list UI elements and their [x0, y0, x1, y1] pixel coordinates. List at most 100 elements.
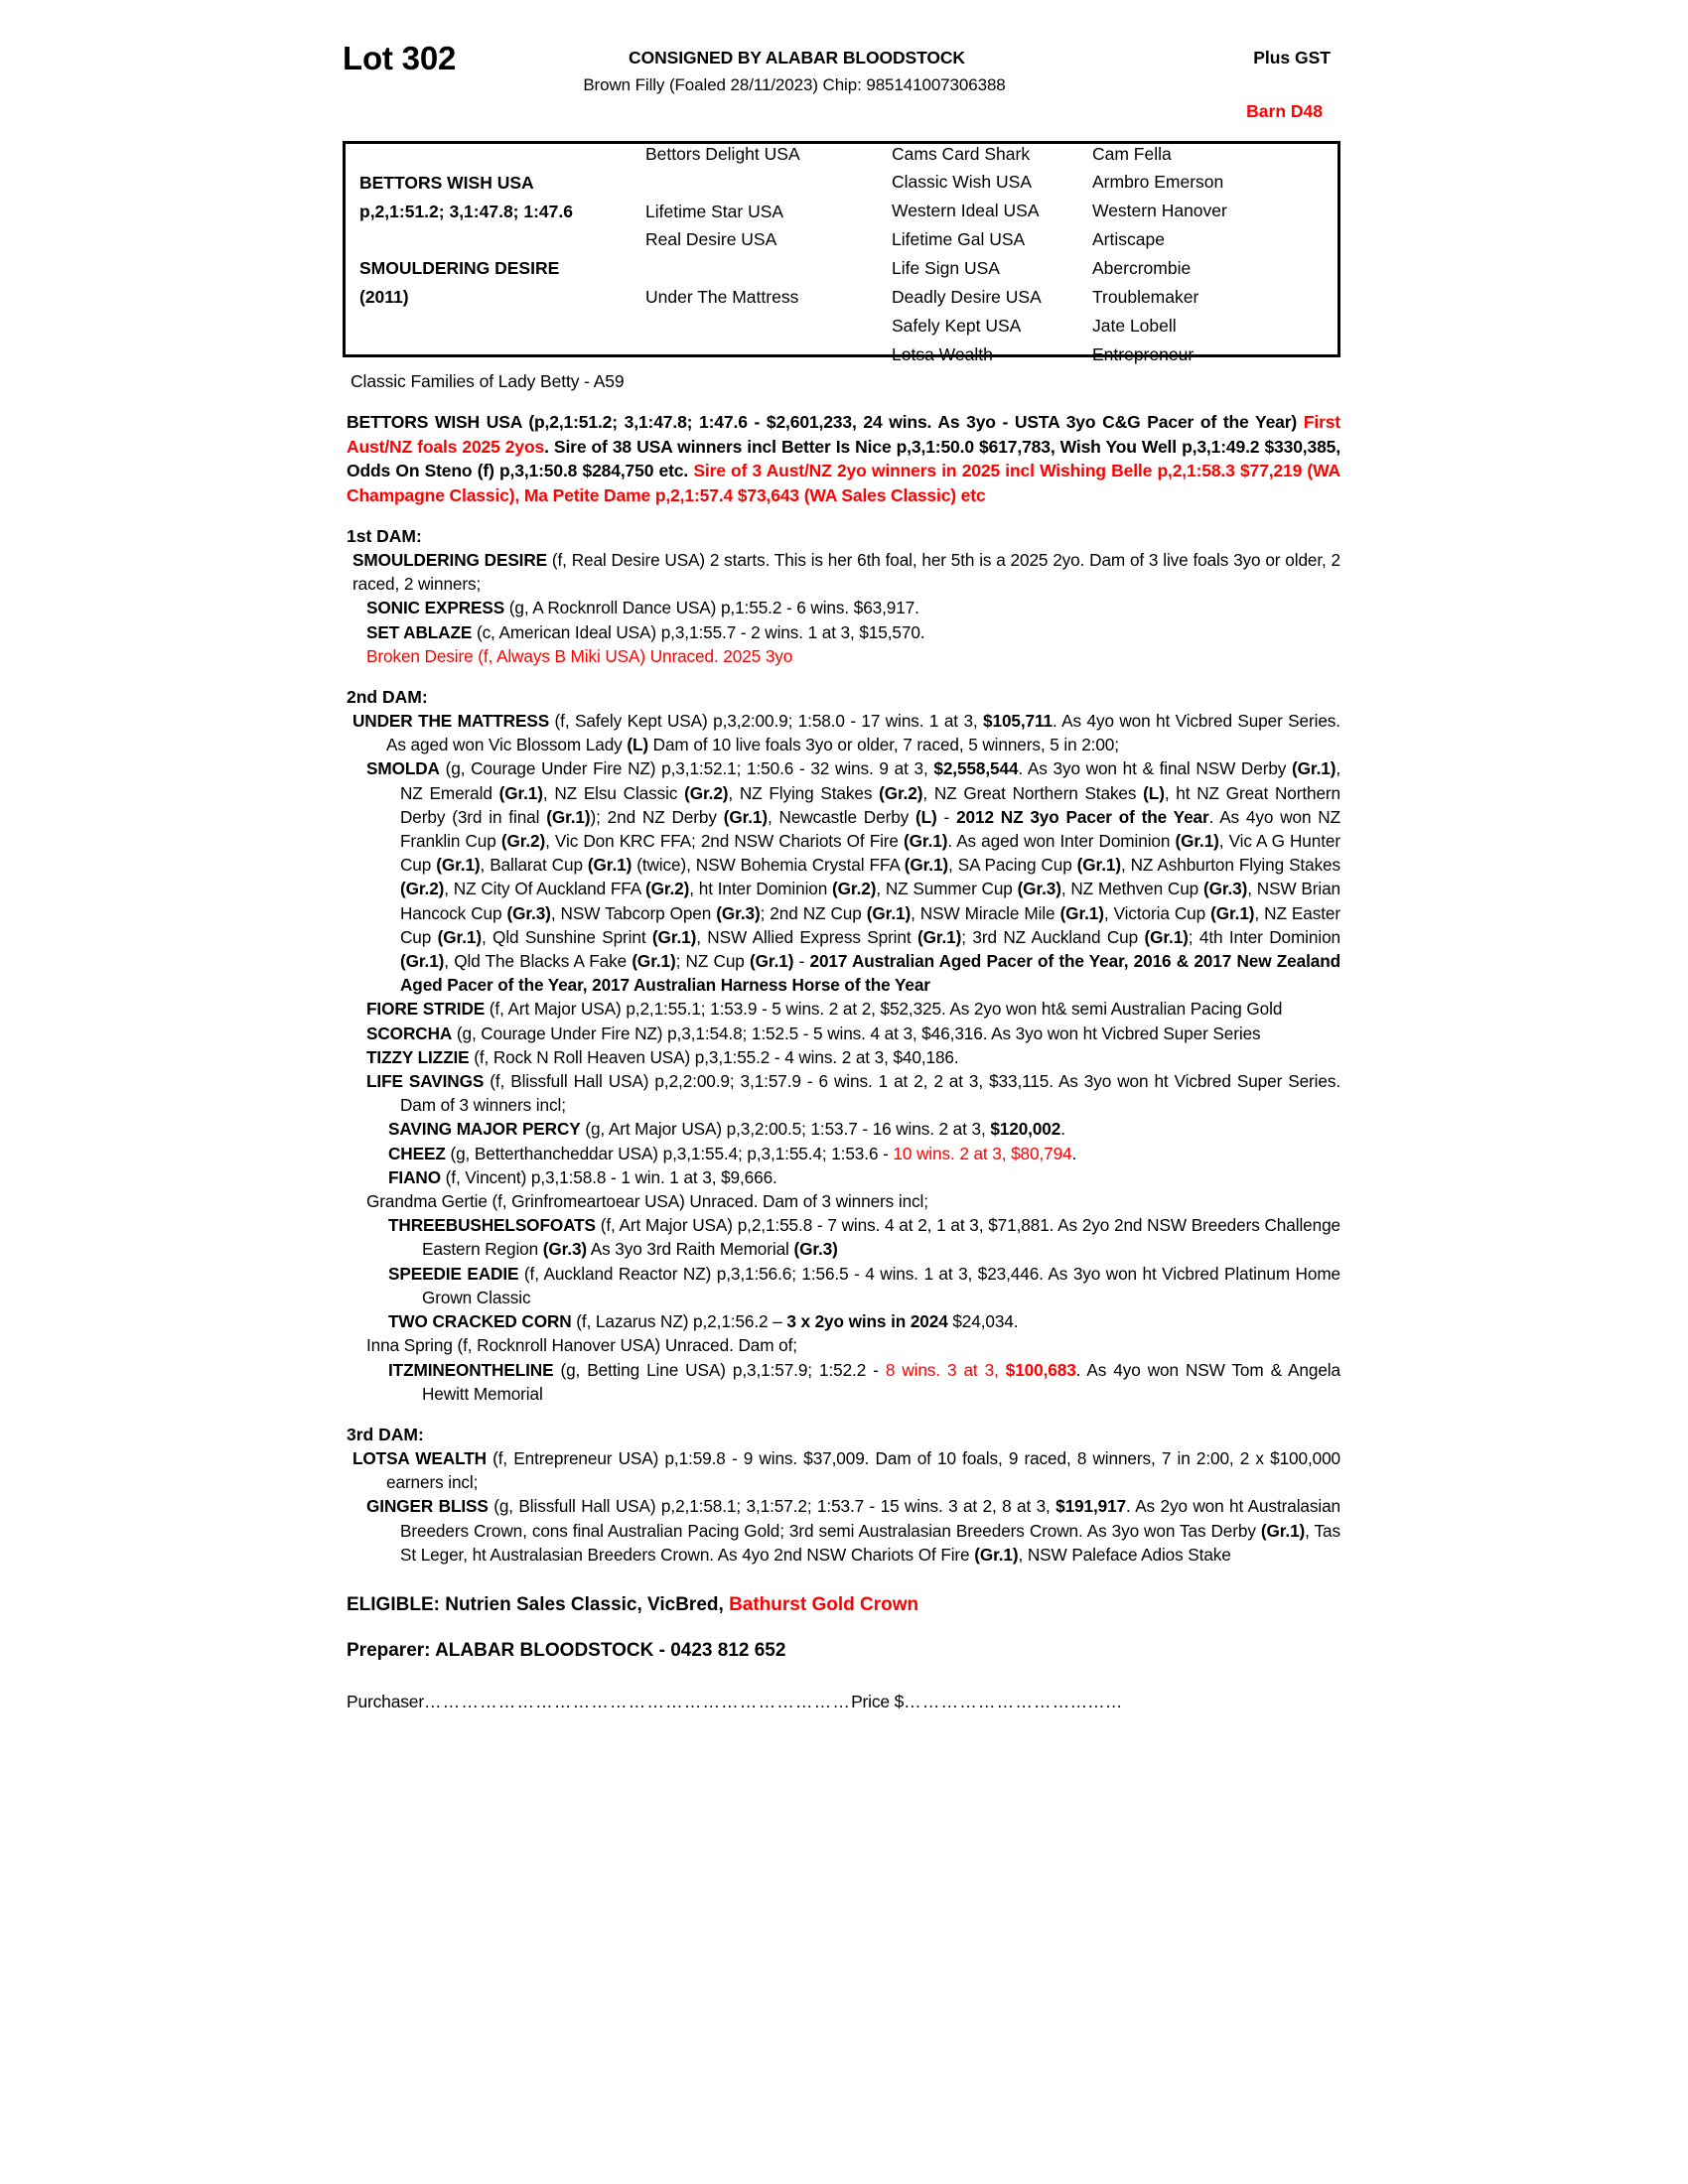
entry-text: , Qld Sunshine Sprint [481, 926, 652, 947]
pedigree-entry: LOTSA WEALTH (f, Entrepreneur USA) p,1:5… [352, 1446, 1340, 1494]
pedigree-ggp-1: Cam Fella [1092, 144, 1172, 164]
animal-description: Brown Filly (Foaled 28/11/2023) Chip: 98… [583, 75, 1006, 94]
entry-text: (f, Lazarus NZ) p,2,1:56.2 – [571, 1311, 787, 1332]
entry-text: , NZ Summer Cup [876, 879, 1018, 899]
entry-text: (Gr.2) [684, 782, 729, 803]
entry-text: , Qld The Blacks A Fake [444, 951, 633, 972]
pedigree-entry: UNDER THE MATTRESS (f, Safely Kept USA) … [352, 709, 1340, 756]
entry-text: (Gr.1) [400, 951, 445, 972]
catalogue-sheet: Lot 302 CONSIGNED BY ALABAR BLOODSTOCK B… [343, 30, 1340, 1712]
entry-text: (g, Courage Under Fire NZ) p,3,1:52.1; 1… [439, 758, 934, 779]
entry-text: (g, Blissfull Hall USA) p,2,1:58.1; 3,1:… [488, 1496, 1056, 1517]
entry-text: , Tas St Leger, ht Australasian Breeders… [400, 1520, 1340, 1565]
entry-text: (Gr.1) [436, 855, 481, 876]
entry-text: (Gr.1) [866, 902, 912, 923]
eligible-red-text: Bathurst Gold Crown [729, 1593, 919, 1615]
entry-text: (Gr.1) [750, 951, 794, 972]
entry-text: (Gr.1) [916, 926, 962, 947]
entry-text: $100,683 [1005, 1359, 1076, 1380]
sire-para-red1: First Aust/NZ foals 2025 2yos [347, 412, 1340, 457]
entry-text: (twice), NSW Bohemia Crystal FFA [632, 855, 905, 876]
pedigree-entry: ITZMINEONTHELINE (g, Betting Line USA) p… [388, 1358, 1340, 1406]
entry-text: (Gr.1) [723, 806, 769, 827]
entry-text: SET ABLAZE [366, 621, 473, 642]
entry-text: . As 2yo won ht Australasian Breeders Cr… [400, 1496, 1341, 1541]
entry-text: (Gr.2) [400, 879, 445, 899]
entry-text: SAVING MAJOR PERCY [388, 1119, 581, 1140]
entry-text: (Gr.2) [879, 782, 923, 803]
purchaser-dots: …………………………………………………………… [423, 1691, 852, 1711]
entry-text: FIANO [388, 1166, 441, 1187]
pedigree-entry: Grandma Gertie (f, Grinfromeartoear USA)… [366, 1189, 1340, 1213]
entry-text: (Gr.1) [546, 806, 591, 827]
entry-text: , NSW Miracle Mile [911, 902, 1060, 923]
entry-text: , NSW Paleface Adios Stake [1018, 1544, 1231, 1565]
dam-heading: 1st DAM: [347, 526, 422, 546]
entry-text: ; 3rd NZ Auckland Cup [961, 926, 1145, 947]
sire-paragraph: BETTORS WISH USA (p,2,1:51.2; 3,1:47.8; … [347, 410, 1340, 507]
price-label: Price $ [851, 1691, 905, 1711]
entry-text: TIZZY LIZZIE [366, 1046, 470, 1067]
entry-text: (f, Rock N Roll Heaven USA) p,3,1:55.2 -… [469, 1046, 959, 1067]
entry-text: CHEEZ [388, 1143, 446, 1163]
entry-text: (c, American Ideal USA) p,3,1:55.7 - 2 w… [472, 621, 925, 642]
entry-text: (Gr.3) [1202, 879, 1248, 899]
entry-text: (Gr.1) [904, 831, 948, 852]
entry-text: . As 4yo won ht Vicbred Super Series. As… [386, 711, 1340, 755]
entry-text: , Victoria Cup [1103, 902, 1211, 923]
entry-text: ; NZ Cup [675, 951, 751, 972]
entry-text: , NSW Tabcorp Open [550, 902, 717, 923]
purchaser-label: Purchaser [347, 1691, 424, 1711]
pedigree-entry: SET ABLAZE (c, American Ideal USA) p,3,1… [366, 620, 1340, 644]
entry-text: (Gr.1) [1175, 831, 1219, 852]
entry-text: (f, Entrepreneur USA) p,1:59.8 - 9 wins.… [386, 1447, 1340, 1493]
entry-text: , NSW Brian Hancock Cup [400, 879, 1340, 923]
entry-text: Inna Spring (f, Rocknroll Hanover USA) U… [366, 1335, 797, 1356]
entry-text: (g, Betterthancheddar USA) p,3,1:55.4; p… [445, 1143, 894, 1163]
pedigree-gp-3: Western Ideal USA [892, 201, 1040, 220]
entry-text: $2,558,544 [933, 758, 1019, 779]
pedigree-dam-dam: Under The Mattress [645, 287, 799, 307]
preparer-line: Preparer: ALABAR BLOODSTOCK - 0423 812 6… [347, 1639, 786, 1661]
entry-text: (Gr.1) [1260, 1520, 1306, 1541]
entry-text: 10 wins. 2 at 3, $80,794 [893, 1143, 1072, 1163]
pedigree-entry: TIZZY LIZZIE (f, Rock N Roll Heaven USA)… [366, 1045, 1340, 1069]
entry-text: (Gr.1) [1292, 758, 1336, 779]
entry-text: ); 2nd NZ Derby [590, 806, 724, 827]
page-header: Lot 302 CONSIGNED BY ALABAR BLOODSTOCK B… [343, 30, 1340, 141]
entry-text: (g, Courage Under Fire NZ) p,3,1:54.8; 1… [452, 1023, 1261, 1043]
entry-text: . [1060, 1119, 1065, 1140]
entry-text: LIFE SAVINGS [366, 1071, 485, 1092]
dam-heading: 2nd DAM: [347, 687, 428, 708]
entry-text: (Gr.1) [587, 855, 633, 876]
pedigree-ggp-2: Armbro Emerson [1092, 172, 1224, 192]
entry-text: (L) [915, 806, 937, 827]
entry-text: (L) [1143, 782, 1165, 803]
entry-text: (Gr.1) [1210, 902, 1255, 923]
family-line: Classic Families of Lady Betty - A59 [351, 371, 625, 391]
pedigree-ggp-3: Western Hanover [1092, 201, 1227, 220]
entry-text: ITZMINEONTHELINE [388, 1359, 554, 1380]
entry-text: . As 3yo won ht & final NSW Derby [1018, 758, 1293, 779]
entry-text: , Newcastle Derby [768, 806, 916, 827]
pedigree-entry: CHEEZ (g, Betterthancheddar USA) p,3,1:5… [388, 1142, 1340, 1165]
entry-text: SMOLDA [366, 758, 440, 779]
pedigree-gp-1: Cams Card Shark [892, 144, 1031, 164]
entry-text: (f, Auckland Reactor NZ) p,3,1:56.6; 1:5… [422, 1263, 1341, 1307]
entry-text: , Vic A G Hunter Cup [400, 831, 1340, 876]
entry-text: , NZ Methven Cup [1060, 879, 1203, 899]
entry-text: Dam of 10 live foals 3yo or older, 7 rac… [647, 735, 1119, 755]
price-dots-tail: ………… [1052, 1691, 1123, 1711]
entry-text: , NZ Flying Stakes [728, 782, 880, 803]
entry-text: , NZ City Of Auckland FFA [444, 879, 645, 899]
entry-text: , NZ Easter Cup [400, 902, 1340, 947]
entry-text: (Gr.3) [1017, 879, 1061, 899]
entry-text: . As 4yo won NZ Franklin Cup [400, 806, 1341, 852]
pedigree-dam-year: (2011) [359, 287, 409, 307]
entry-text: . As 4yo won NSW Tom & Angela Hewitt Mem… [422, 1359, 1340, 1404]
pedigree-ggp-5: Abercrombie [1092, 258, 1192, 278]
dam-sections: 1st DAM: SMOULDERING DESIRE (f, Real Desi… [343, 526, 1340, 1567]
entry-text: (Gr.3) [542, 1239, 588, 1260]
entry-text: (f, Blissfull Hall USA) p,2,2:00.9; 3,1:… [400, 1071, 1340, 1116]
entry-text: 2017 Australian Aged Pacer of the Year, … [400, 951, 1340, 996]
